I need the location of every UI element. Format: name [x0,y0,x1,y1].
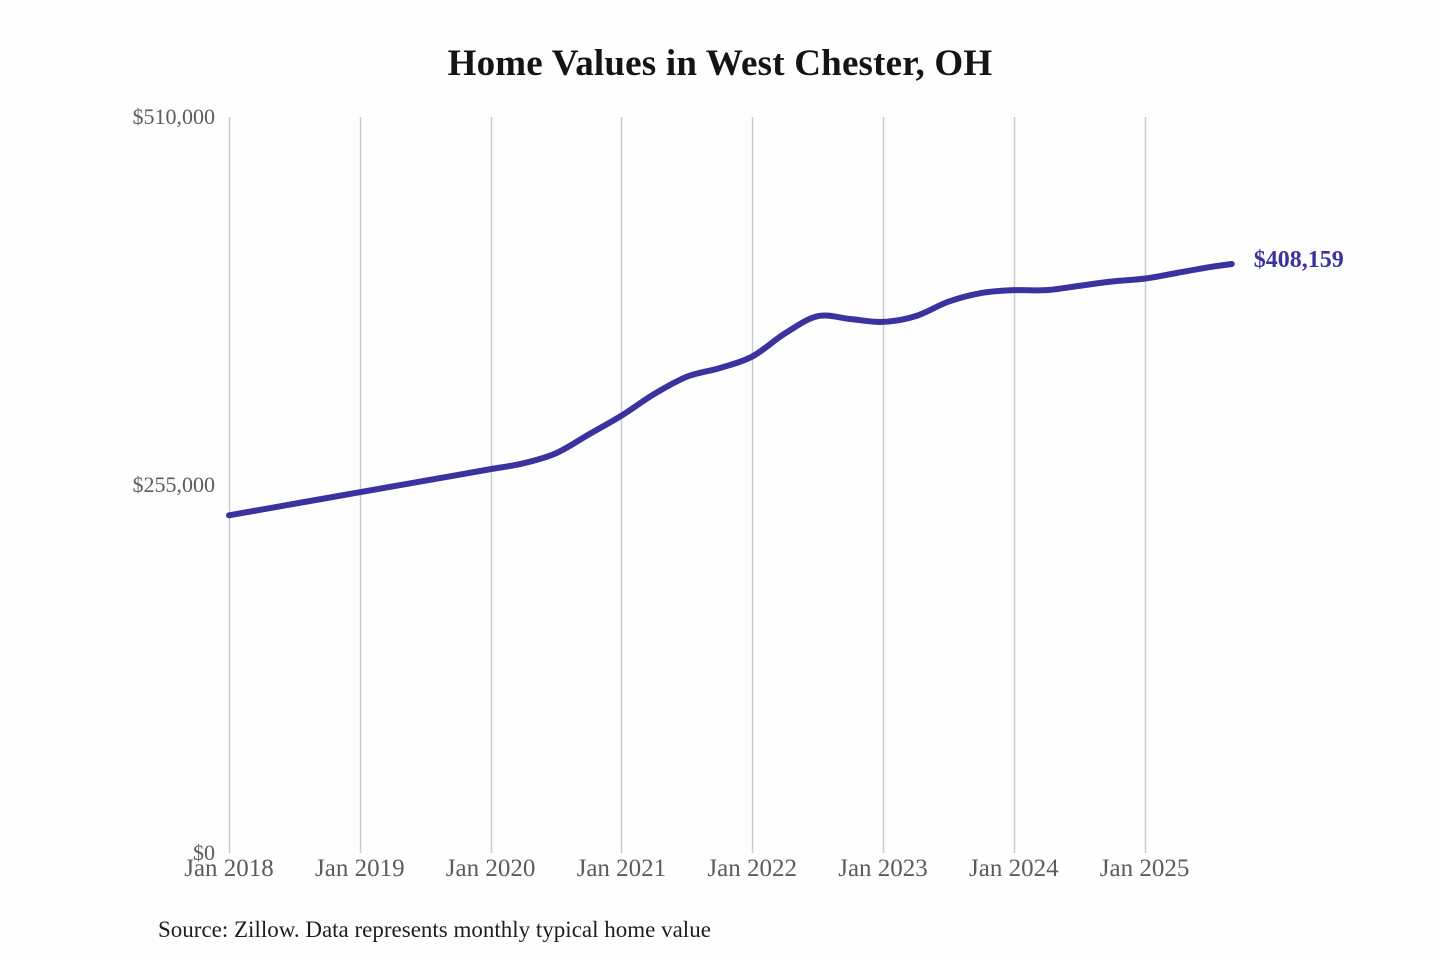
series-group [226,260,1235,519]
x-tick-label: Jan 2020 [445,855,536,882]
x-tick-label: Jan 2024 [969,855,1059,882]
y-tick-label-mid: $255,000 [132,472,216,497]
x-tick-label: Jan 2019 [315,855,405,882]
series-end-value-label: $408,159 [1253,246,1344,273]
x-tick-label: Jan 2023 [838,855,928,882]
x-tick-label: Jan 2018 [184,855,274,882]
source-note: Source: Zillow. Data represents monthly … [158,917,711,942]
page-title: Home Values in West Chester, OH [447,43,993,84]
x-tick-label: Jan 2022 [707,855,797,882]
gridlines [228,117,1147,853]
series-line [226,260,1235,519]
x-tick-label: Jan 2021 [576,855,667,882]
x-tick-label: Jan 2025 [1099,855,1190,882]
y-tick-label-top: $510,000 [132,104,216,129]
y-tick-label-bottom: $0 [193,840,215,865]
